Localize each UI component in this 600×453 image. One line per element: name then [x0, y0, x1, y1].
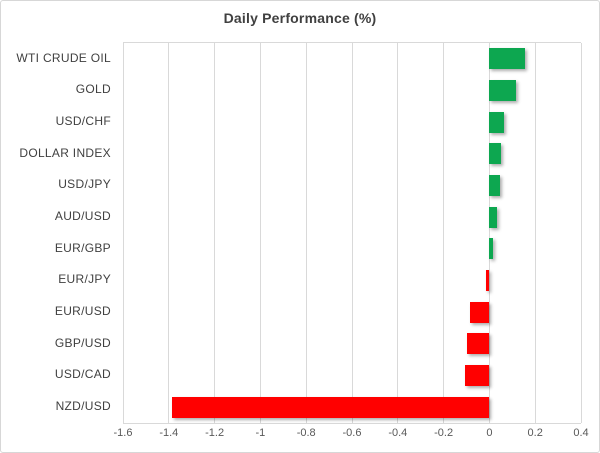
x-tick-label: -1: [255, 427, 266, 439]
bar-eur-gbp: [489, 238, 493, 260]
gridline: [534, 43, 536, 423]
bar-nzd-usd: [172, 396, 490, 418]
category-axis: WTI CRUDE OIL GOLD USD/CHF DOLLAR INDEX USD/…: [1, 42, 111, 422]
category-label: WTI CRUDE OIL: [16, 50, 111, 65]
category-label: NZD/USD: [55, 399, 111, 414]
bar-dollar-index: [489, 143, 501, 165]
category-label: GBP/USD: [54, 335, 111, 350]
bar-gbp-usd: [466, 333, 490, 355]
gridline: [397, 43, 399, 423]
x-tick-label: -0.2: [434, 427, 454, 439]
bar-usd-cad: [465, 365, 490, 386]
category-label: USD/JPY: [58, 177, 111, 192]
x-tick-label: -0.4: [388, 427, 408, 439]
gridline: [488, 43, 490, 423]
category-label: EUR/JPY: [58, 272, 111, 287]
bar-gold: [489, 80, 516, 101]
x-tick-label: -1.4: [159, 427, 179, 439]
bar-aud-usd: [489, 206, 498, 228]
gridline: [259, 43, 261, 423]
bar-eur-jpy: [485, 270, 490, 291]
x-tick-label: -1.6: [113, 427, 133, 439]
gridline: [214, 43, 216, 423]
category-label: USD/CAD: [54, 367, 111, 382]
gridline: [351, 43, 353, 423]
category-label: EUR/USD: [54, 304, 111, 319]
gridline: [122, 43, 124, 423]
gridline: [443, 43, 445, 423]
chart-title: Daily Performance (%): [223, 10, 377, 26]
x-tick-label: -1.2: [205, 427, 225, 439]
gridline: [580, 43, 582, 423]
category-label: DOLLAR INDEX: [19, 145, 111, 160]
value-axis: -1.6 -1.4 -1.2 -1 -0.8 -0.6 -0.4 -0.2 0 0.2 0.4: [114, 427, 589, 445]
plot-area: [122, 42, 582, 424]
x-tick-label: 0: [486, 427, 493, 439]
bar-usd-chf: [489, 111, 505, 133]
bar-wti-crude-oil: [489, 48, 525, 70]
bar-eur-usd: [469, 301, 490, 323]
category-label: EUR/GBP: [54, 240, 111, 255]
category-label: GOLD: [75, 82, 111, 97]
category-label: AUD/USD: [54, 209, 111, 224]
gridline: [305, 43, 307, 423]
bar-usd-jpy: [489, 175, 500, 196]
category-label: USD/CHF: [55, 114, 111, 129]
gridline: [168, 43, 170, 423]
x-tick-label: 0.2: [527, 427, 543, 439]
x-tick-label: 0.4: [573, 427, 589, 439]
x-tick-label: -0.8: [296, 427, 316, 439]
x-tick-label: -0.6: [342, 427, 362, 439]
